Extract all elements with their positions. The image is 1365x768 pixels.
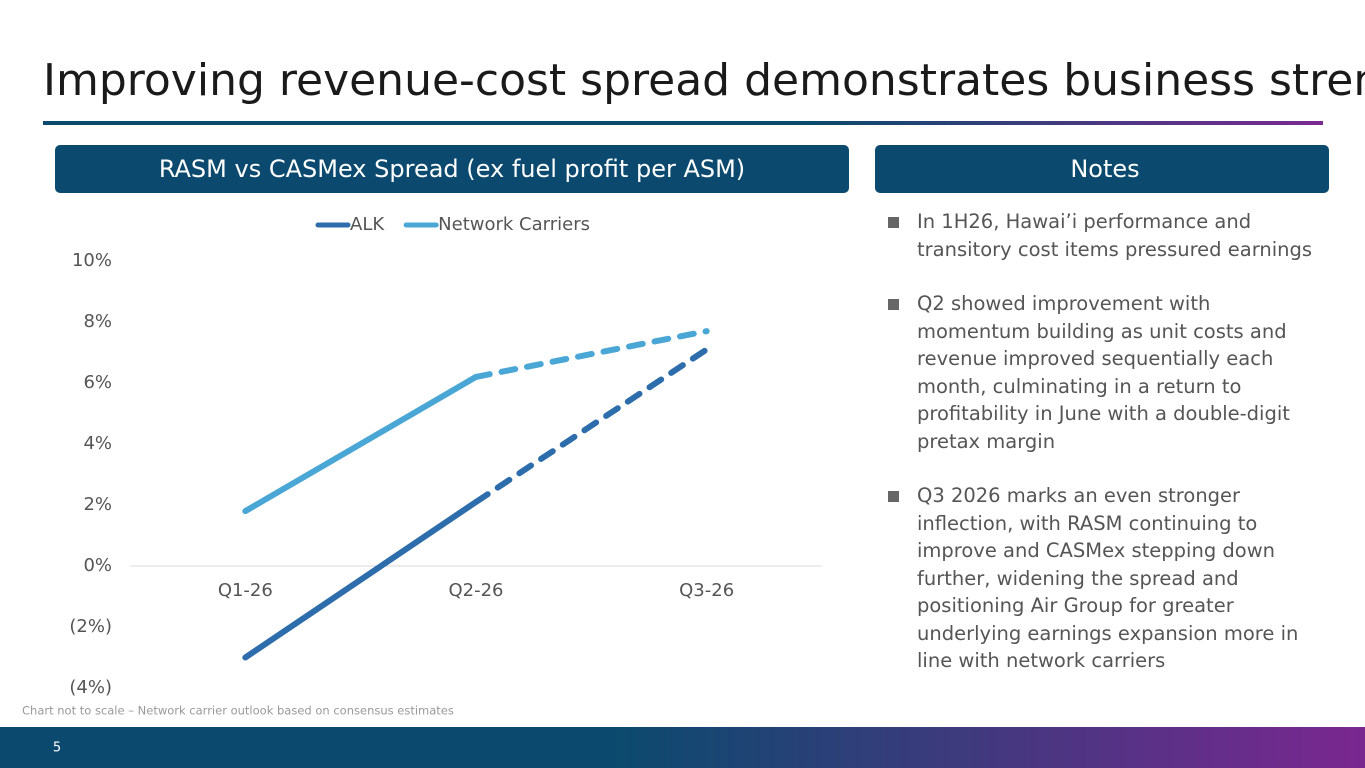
footnote: Chart not to scale – Network carrier out… <box>22 704 454 718</box>
panel-header-text: Notes <box>1070 155 1139 183</box>
x-tick-label: Q3-26 <box>679 580 734 601</box>
slide-title: Improving revenue-cost spread demonstrat… <box>43 55 1365 106</box>
panel-header <box>55 145 849 193</box>
y-tick-label: (2%) <box>69 616 112 637</box>
note-item: Q2 showed improvement with momentum buil… <box>885 290 1325 455</box>
panel-header-text: RASM vs CASMex Spread (ex fuel profit pe… <box>159 155 745 183</box>
y-tick-label: 0% <box>83 555 112 576</box>
y-tick-label: 6% <box>83 372 112 393</box>
legend-label: ALK <box>350 214 385 235</box>
chart: (4%) (2%) 0% 2% 4% 6% 8% 10% Q1-26 Q2-26 Q3-26 ALK N… <box>69 214 822 698</box>
page-number: 5 <box>53 741 61 756</box>
note-item: Q3 2026 marks an even stronger inflectio… <box>885 482 1325 675</box>
y-tick-label: 2% <box>83 494 112 515</box>
y-tick-label: 8% <box>83 311 112 332</box>
x-tick-label: Q1-26 <box>218 580 273 601</box>
title-rule <box>43 121 1323 125</box>
series-line <box>473 328 710 380</box>
series-line <box>242 373 479 515</box>
panel-header <box>875 145 1329 193</box>
x-tick-label: Q2-26 <box>448 580 503 601</box>
note-item: In 1H26, Hawai’i performance and transit… <box>885 208 1325 263</box>
series-line <box>473 346 710 505</box>
footer-bar <box>0 727 1365 768</box>
y-tick-label: (4%) <box>69 677 112 698</box>
series-line <box>242 498 479 661</box>
y-tick-label: 4% <box>83 433 112 454</box>
y-tick-label: 10% <box>72 250 112 271</box>
legend-label: Network Carriers <box>438 214 590 235</box>
notes: In 1H26, Hawai’i performance and transit… <box>885 208 1325 702</box>
